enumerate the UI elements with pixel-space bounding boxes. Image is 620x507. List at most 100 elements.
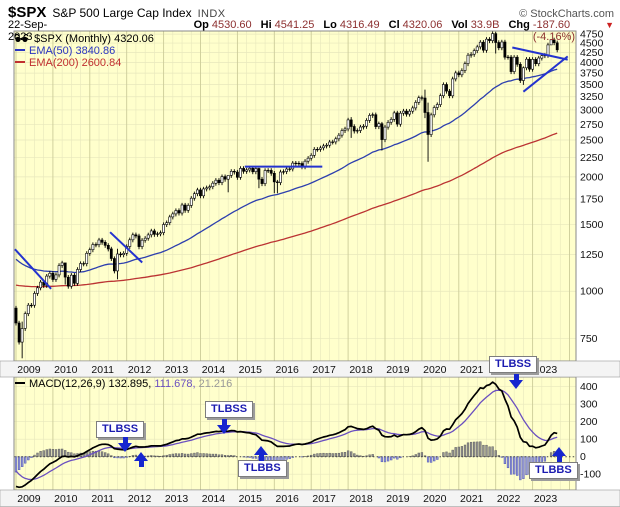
svg-text:3500: 3500 xyxy=(580,79,604,91)
svg-text:2020: 2020 xyxy=(423,364,447,376)
svg-text:2023: 2023 xyxy=(534,364,558,376)
sell-signal-arrow-2 xyxy=(216,419,232,434)
annotation-tlbss-1: TLBSS xyxy=(96,421,145,438)
stockcharts-credit: © StockCharts.com xyxy=(519,8,614,20)
trendlines xyxy=(14,46,569,290)
svg-text:2250: 2250 xyxy=(580,152,604,164)
svg-text:4000: 4000 xyxy=(580,57,604,69)
svg-text:2016: 2016 xyxy=(276,493,300,505)
svg-text:0: 0 xyxy=(580,451,586,463)
svg-text:2012: 2012 xyxy=(128,493,152,505)
svg-text:2009: 2009 xyxy=(17,493,41,505)
chart-header: $SPX S&P 500 Large Cap Index INDX © Stoc… xyxy=(8,4,614,21)
svg-text:2019: 2019 xyxy=(386,364,410,376)
svg-text:2014: 2014 xyxy=(202,493,226,505)
change-value: -187.60 (-4.16%) xyxy=(532,19,576,43)
svg-text:750: 750 xyxy=(580,333,598,345)
index-name-label: S&P 500 Large Cap Index xyxy=(52,6,192,20)
svg-text:2021: 2021 xyxy=(460,493,484,505)
svg-text:2012: 2012 xyxy=(128,364,152,376)
year-labels-main: 2009 2010 2011 2012 2013 2014 2015 2016 2017 2018… xyxy=(17,364,557,376)
svg-text:2017: 2017 xyxy=(312,364,336,376)
svg-text:2014: 2014 xyxy=(202,364,226,376)
svg-text:2018: 2018 xyxy=(349,493,373,505)
main-series-label: $SPX (Monthly) 4320.06 xyxy=(34,33,154,45)
main-grid xyxy=(14,31,576,361)
annotation-tlbss-3: TLBSS xyxy=(489,356,538,373)
svg-text:400: 400 xyxy=(580,381,598,393)
svg-text:4750: 4750 xyxy=(580,29,604,41)
low-value: 4316.49 xyxy=(339,19,380,31)
ema50-swatch xyxy=(15,49,25,51)
ema50-line xyxy=(15,68,558,274)
exchange-label: INDX xyxy=(197,8,226,20)
close-label: Cl xyxy=(388,19,400,31)
x-axis-strip-main xyxy=(0,360,620,378)
macd-signal-value: 111.678, xyxy=(154,378,196,390)
annotation-tlbbs-1: TLBBS xyxy=(238,460,287,477)
svg-text:3000: 3000 xyxy=(580,104,604,116)
svg-text:300: 300 xyxy=(580,399,598,411)
svg-text:-100: -100 xyxy=(580,469,601,481)
svg-text:1000: 1000 xyxy=(580,286,604,298)
svg-text:2019: 2019 xyxy=(386,493,410,505)
svg-text:2020: 2020 xyxy=(423,493,447,505)
sell-signal-arrow-3 xyxy=(508,374,524,389)
svg-text:2010: 2010 xyxy=(54,364,78,376)
annotation-tlbss-2: TLBSS xyxy=(205,401,254,418)
down-triangle-icon: ▼ xyxy=(605,20,614,30)
main-chart-legend: $SPX (Monthly) 4320.06 EMA(50) 3840.86 E… xyxy=(14,33,154,69)
buy-signal-arrow-2 xyxy=(253,446,269,461)
volume-label: Vol xyxy=(451,19,468,31)
high-value: 4541.25 xyxy=(274,19,315,31)
macd-legend: MACD(12,26,9) 132.895, 111.678, 21.216 xyxy=(15,378,232,390)
chart-style-icon xyxy=(14,33,31,45)
sell-signal-arrow-1 xyxy=(117,437,133,452)
svg-text:2013: 2013 xyxy=(165,493,189,505)
svg-text:3750: 3750 xyxy=(580,68,604,80)
macd-swatch xyxy=(15,382,25,384)
ema200-line xyxy=(15,132,558,288)
svg-text:2015: 2015 xyxy=(239,493,263,505)
macd-axis-labels: -100 0 100 200 300 400 xyxy=(580,381,601,481)
quote-line: 22-Sep-2023 Op 4530.60 Hi 4541.25 Lo 431… xyxy=(8,19,614,43)
main-panel-bg xyxy=(13,30,577,362)
macd-hist-value: 21.216 xyxy=(198,378,233,390)
svg-text:3250: 3250 xyxy=(580,91,604,103)
symbol-label: $SPX xyxy=(8,4,47,21)
macd-grid xyxy=(14,377,576,490)
buy-signal-arrow-1 xyxy=(133,452,149,467)
buy-signal-arrow-3 xyxy=(551,447,567,462)
change-label: Chg xyxy=(508,19,530,31)
svg-text:2015: 2015 xyxy=(239,364,263,376)
price-axis-labels: 7501000125015001750200022502500275030003… xyxy=(580,29,604,346)
year-labels-macd: 2009 2010 2011 2012 2013 2014 2015 2016 2017 2018… xyxy=(17,493,557,505)
svg-text:4500: 4500 xyxy=(580,38,604,50)
high-label: Hi xyxy=(260,19,272,31)
svg-text:2011: 2011 xyxy=(91,493,114,505)
svg-text:2023: 2023 xyxy=(534,493,558,505)
svg-text:2750: 2750 xyxy=(580,119,604,131)
volume-value: 33.9B xyxy=(470,19,500,31)
svg-text:2013: 2013 xyxy=(165,364,189,376)
svg-text:2010: 2010 xyxy=(54,493,78,505)
svg-text:2016: 2016 xyxy=(276,364,300,376)
close-value: 4320.06 xyxy=(402,19,443,31)
svg-text:100: 100 xyxy=(580,434,598,446)
svg-text:2021: 2021 xyxy=(460,364,484,376)
svg-text:2022: 2022 xyxy=(497,493,521,505)
macd-signal-line xyxy=(15,389,558,481)
svg-text:2017: 2017 xyxy=(312,493,336,505)
macd-line xyxy=(15,381,558,489)
svg-text:2500: 2500 xyxy=(580,135,604,147)
ema200-swatch xyxy=(15,61,25,63)
svg-text:4250: 4250 xyxy=(580,47,604,59)
open-value: 4530.60 xyxy=(211,19,252,31)
svg-text:2009: 2009 xyxy=(17,364,41,376)
macd-label: MACD(12,26,9) 132.895, xyxy=(29,378,152,390)
svg-text:2011: 2011 xyxy=(91,364,114,376)
low-label: Lo xyxy=(323,19,337,31)
open-label: Op xyxy=(193,19,209,31)
